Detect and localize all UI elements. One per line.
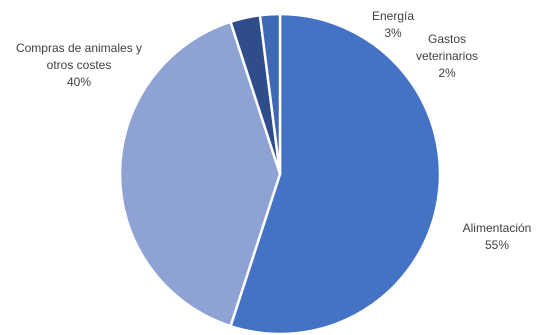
pie-label-compras-de-animales-y-otros-costes: Compras de animales y otros costes 40% [16, 41, 142, 89]
pie-value-label: 40% [67, 75, 91, 89]
pie-label-gastos-veterinarios: Gastos veterinarios 2% [416, 32, 478, 80]
pie-category-label: veterinarios [416, 49, 478, 63]
pie-value-label: 2% [438, 66, 456, 80]
pie-slice-gastos-veterinarios [258, 12, 282, 176]
pie-labels: Alimentación 55% Compras de animales y otro… [16, 9, 531, 252]
pie-category-label: otros costes [47, 58, 112, 72]
pie-slice-alimentacion [229, 12, 442, 335]
pie-label-alimentacion: Alimentación 55% [463, 221, 532, 252]
pie-category-label: Compras de animales y [16, 41, 142, 55]
pie-value-label: 55% [485, 238, 509, 252]
pie-category-label: Energía [372, 9, 414, 23]
pie-category-label: Gastos [428, 32, 466, 46]
pie-value-label: 3% [384, 26, 402, 40]
pie-category-label: Alimentación [463, 221, 532, 235]
pie-label-energia: Energía 3% [372, 9, 414, 40]
pie-slices [118, 12, 442, 335]
pie-slice-compras-de-animales-y-otros-costes [118, 20, 282, 328]
